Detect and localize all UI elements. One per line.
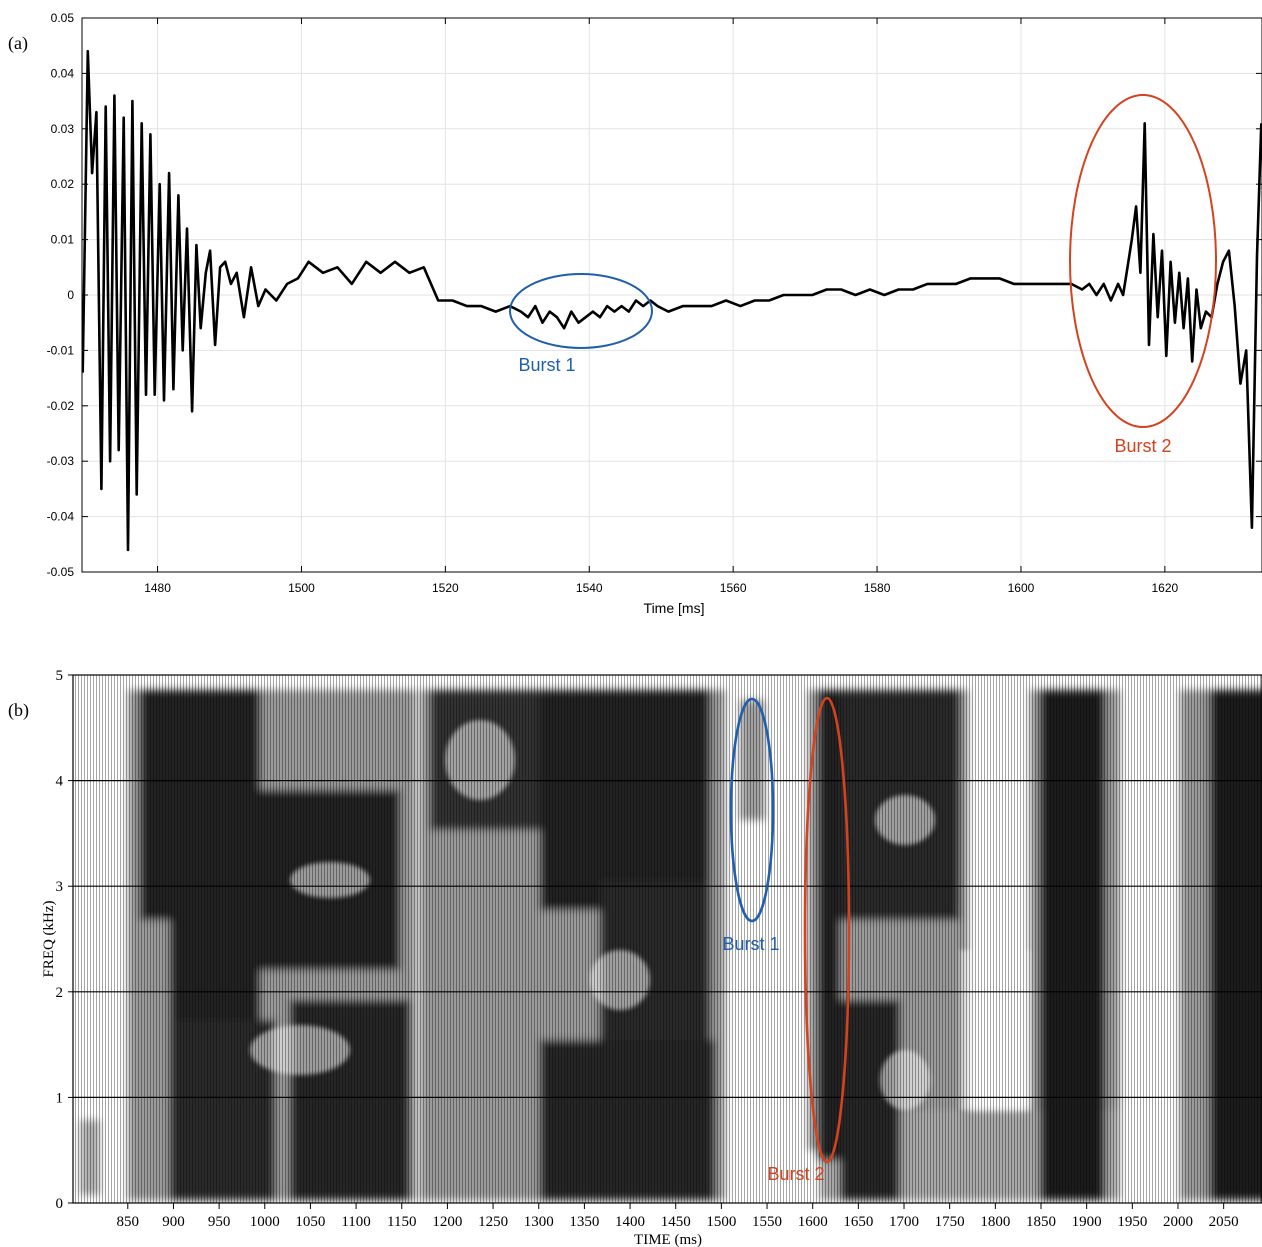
panel-b-xlabel: TIME (ms): [634, 1232, 702, 1247]
panel-a-ticks: 1480 1500 1520 1540 1560 1580 1600 1620 0.05 0.04…: [47, 11, 1262, 595]
panel-a-xtick-label: 1600: [1008, 581, 1035, 595]
panel-a-ytick-label: -0.02: [47, 399, 75, 413]
panel-b-xtick-label: 1900: [1072, 1214, 1102, 1230]
burst-2-ellipse-b: [803, 696, 851, 1164]
panel-b-ylabel: FREQ (kHz): [41, 900, 57, 977]
panel-a-ytick-label: -0.05: [47, 565, 75, 579]
panel-b-ytick-label: 3: [56, 879, 64, 895]
burst-1-label-a: Burst 1: [518, 355, 575, 375]
panel-a-ytick-label: 0.03: [51, 122, 75, 136]
panel-b-xtick-label: 1250: [478, 1214, 508, 1230]
panel-b-ytick-label: 4: [56, 774, 64, 790]
panel-b-xtick-label: 900: [162, 1214, 185, 1230]
panel-b-xtick-label: 1850: [1026, 1214, 1056, 1230]
panel-b-xtick-label: 1200: [432, 1214, 462, 1230]
panel-b-xtick-label: 1550: [752, 1214, 782, 1230]
panel-b-xtick-label: 1750: [935, 1214, 965, 1230]
panel-a-ytick-label: 0.02: [51, 177, 75, 191]
panel-a-xtick-label: 1560: [720, 581, 747, 595]
burst-1-ellipse-b: [729, 697, 775, 923]
panel-b-ytick-label: 2: [56, 985, 64, 1001]
panel-a-xtick-label: 1500: [288, 581, 315, 595]
panel-b-xtick-label: 1650: [843, 1214, 873, 1230]
panel-a-xtick-label: 1520: [432, 581, 459, 595]
burst-1-label-b: Burst 1: [722, 934, 779, 954]
panel-b-ytick-label: 5: [56, 668, 64, 684]
panel-a-ytick-label: -0.04: [47, 510, 75, 524]
panel-b-xtick-label: 1400: [615, 1214, 645, 1230]
panel-a-ytick-label: 0.01: [51, 233, 75, 247]
panel-a-ytick-label: -0.01: [47, 343, 75, 357]
panel-b-xtick-label: 1450: [661, 1214, 691, 1230]
panel-a-ytick-label: 0.05: [51, 11, 75, 25]
burst-2-ellipse-a: [1069, 94, 1217, 428]
panel-b-xtick-label: 1150: [387, 1214, 416, 1230]
panel-a-label: (a): [8, 33, 28, 54]
panel-b-xtick-label: 1300: [524, 1214, 554, 1230]
panel-a-xtick-label: 1540: [576, 581, 603, 595]
panel-b-xtick-label: 1950: [1117, 1214, 1147, 1230]
burst-2-label-a: Burst 2: [1114, 436, 1171, 456]
panel-b-xtick-label: 1600: [798, 1214, 828, 1230]
panel-a-ytick-label: 0.04: [51, 66, 75, 80]
panel-b-xtick-label: 2050: [1209, 1214, 1239, 1230]
panel-b-xtick-label: 1000: [250, 1214, 280, 1230]
spectrogram: [73, 675, 1262, 1203]
panel-b-xtick-label: 1500: [706, 1214, 736, 1230]
panel-b-xtick-label: 2000: [1163, 1214, 1193, 1230]
panel-b-ytick-label: 1: [56, 1090, 64, 1106]
panel-b-frame: [72, 674, 1262, 1204]
panel-a-grid: [82, 17, 1262, 573]
panel-b-xtick-label: 850: [117, 1214, 140, 1230]
panel-a-series-line: [82, 49, 1262, 552]
burst-2-label-b: Burst 2: [767, 1164, 824, 1184]
panel-a-ytick-label: -0.03: [47, 454, 75, 468]
panel-b-label: (b): [8, 700, 29, 721]
panel-a-xtick-label: 1580: [864, 581, 891, 595]
panel-b-grid: [73, 779, 1262, 1099]
panel-b-xtick-label: 1100: [341, 1214, 370, 1230]
panel-b-ticks: 0 1 2 3 4 5 850 900 950 1000 1050 1100 1150 1200 1250 1…: [56, 668, 1239, 1230]
burst-1-ellipse-a: [509, 273, 653, 349]
panel-b-xtick-label: 1050: [295, 1214, 325, 1230]
panel-a-xlabel: Time [ms]: [644, 600, 705, 616]
panel-b-xtick-label: 1700: [889, 1214, 919, 1230]
panel-b-ytick-label: 0: [56, 1196, 64, 1212]
panel-a-xtick-label: 1620: [1152, 581, 1179, 595]
panel-b-xtick-label: 950: [208, 1214, 231, 1230]
panel-b-xtick-label: 1350: [569, 1214, 599, 1230]
panel-a-ytick-label: 0: [67, 288, 74, 302]
panel-a-xtick-label: 1480: [144, 581, 171, 595]
panel-b-xtick-label: 1800: [980, 1214, 1010, 1230]
